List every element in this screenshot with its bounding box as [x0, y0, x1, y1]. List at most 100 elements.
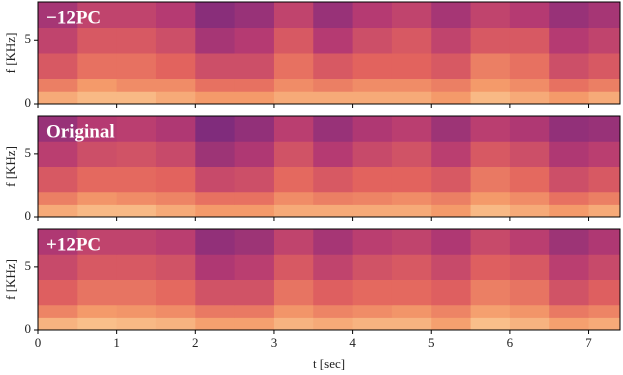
y-tick-label: 5 [25, 31, 32, 46]
spectrogram-cell [313, 53, 354, 79]
spectrogram-cell [234, 91, 275, 105]
spectrogram-cell [116, 304, 157, 318]
spectrogram-cell [588, 191, 621, 205]
spectrogram-cell [195, 27, 236, 54]
spectrogram-cell [116, 204, 157, 218]
spectrogram-cell [155, 317, 196, 331]
x-tick-label: 7 [585, 335, 592, 350]
spectrogram-cell [234, 229, 275, 255]
spectrogram-cell [509, 116, 550, 142]
spectrogram-cell [431, 78, 472, 92]
spectrogram-cell [509, 91, 550, 105]
spectrogram-cell [77, 254, 118, 280]
spectrogram-cell [273, 204, 314, 218]
spectrogram-cell [273, 279, 314, 306]
spectrogram-cell [273, 27, 314, 54]
spectrogram-cell [549, 53, 590, 79]
spectrogram-cell [588, 204, 621, 218]
spectrogram-cell [234, 166, 275, 193]
y-tick-label: 0 [25, 321, 32, 336]
spectrogram-cell [38, 317, 78, 331]
spectrogram-cell [509, 204, 550, 218]
spectrogram-cell [77, 27, 118, 54]
spectrogram-cell [391, 254, 432, 280]
spectrogram-cell [38, 166, 78, 193]
spectrogram-cell [313, 304, 354, 318]
spectrogram-cell [588, 91, 621, 105]
spectrogram-cell [431, 53, 472, 79]
spectrogram-cell [195, 166, 236, 193]
spectrogram-cell [77, 116, 118, 142]
spectrogram-cell [77, 204, 118, 218]
spectrogram-cell [313, 78, 354, 92]
spectrogram-cell [509, 53, 550, 79]
spectrogram-cell [470, 2, 511, 28]
spectrogram-cell [313, 2, 354, 28]
spectrogram-cell [549, 204, 590, 218]
spectrogram-cell [234, 191, 275, 205]
x-tick-label: 4 [349, 335, 356, 350]
spectrogram-cell [549, 229, 590, 255]
spectrogram-cell [352, 91, 393, 105]
spectrogram-cell [77, 166, 118, 193]
spectrogram-cell [116, 254, 157, 280]
spectrogram-cell [391, 2, 432, 28]
spectrogram-cell [470, 166, 511, 193]
spectrogram-cell [431, 317, 472, 331]
spectrogram-cell [470, 317, 511, 331]
spectrogram-cell [509, 304, 550, 318]
spectrogram-cell [273, 304, 314, 318]
spectrogram-cell [588, 141, 621, 167]
spectrogram-cell [391, 166, 432, 193]
spectrogram-cell [77, 53, 118, 79]
spectrogram-cell [391, 304, 432, 318]
spectrogram-cell [470, 229, 511, 255]
y-tick-label: 5 [25, 258, 32, 273]
spectrogram-cell [391, 279, 432, 306]
spectrogram-cell [431, 141, 472, 167]
spectrogram-cell [234, 78, 275, 92]
spectrogram-cell [509, 317, 550, 331]
spectrogram-cell [38, 2, 78, 28]
spectrogram-cell [431, 27, 472, 54]
spectrogram-cell [549, 304, 590, 318]
spectrogram-cell [431, 2, 472, 28]
panel-frame [37, 1, 621, 105]
spectrogram-cell [273, 53, 314, 79]
spectrogram-cell [38, 141, 78, 167]
spectrogram-cell [431, 166, 472, 193]
spectrogram-cell [155, 166, 196, 193]
spectrogram-cell [273, 191, 314, 205]
spectrogram-cell [470, 191, 511, 205]
x-axis-label: t [sec] [313, 356, 345, 371]
spectrogram-cell [155, 204, 196, 218]
spectrogram-cell [431, 116, 472, 142]
spectrogram-cell [588, 317, 621, 331]
spectrogram-cell [116, 191, 157, 205]
spectrogram-cell [195, 254, 236, 280]
y-axis-label: f [KHz] [3, 259, 18, 300]
spectrogram-cell [38, 254, 78, 280]
spectrogram-cell [509, 2, 550, 28]
spectrogram-cell [273, 254, 314, 280]
spectrogram-cell [391, 53, 432, 79]
spectrogram-cell [116, 279, 157, 306]
spectrogram-cell [549, 141, 590, 167]
spectrogram-cell [234, 2, 275, 28]
panel-annotation: +12PC [46, 234, 101, 255]
spectrogram-cell [509, 141, 550, 167]
spectrogram-cell [116, 2, 157, 28]
spectrogram-cell [391, 27, 432, 54]
spectrogram-cell [77, 141, 118, 167]
spectrogram-cell [470, 78, 511, 92]
spectrogram-cell [38, 229, 78, 255]
spectrogram-cell [509, 254, 550, 280]
spectrogram-cell [549, 91, 590, 105]
spectrogram-cell [588, 166, 621, 193]
spectrogram-cell [509, 78, 550, 92]
y-axis-label: f [KHz] [3, 146, 18, 187]
spectrogram-cell [470, 27, 511, 54]
spectrogram-cell [313, 91, 354, 105]
spectrogram-cell [155, 2, 196, 28]
spectrogram-cell [588, 116, 621, 142]
